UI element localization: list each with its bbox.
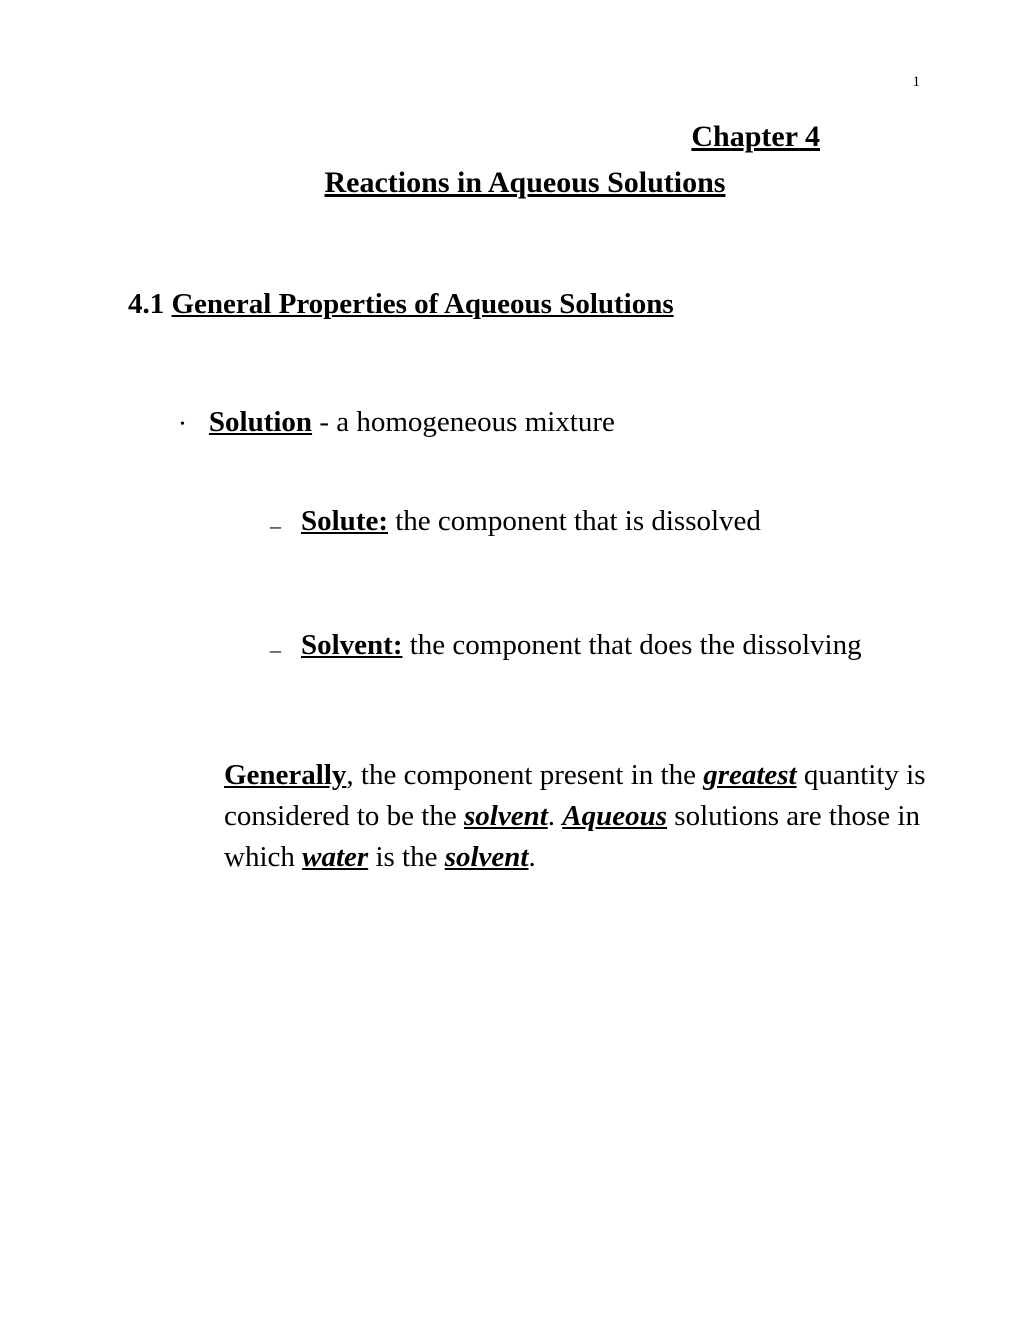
dash-icon: – bbox=[270, 513, 281, 539]
definition-text: the component that does the dissolving bbox=[403, 629, 862, 661]
section-title: General Properties of Aqueous Solutions bbox=[172, 288, 674, 320]
chapter-title: Chapter 4 bbox=[120, 120, 820, 154]
document-subtitle: Reactions in Aqueous Solutions bbox=[120, 166, 930, 200]
term-solute: Solute: bbox=[301, 505, 388, 537]
list-item: – Solute: the component that is dissolve… bbox=[270, 505, 930, 539]
emphasis-text: Aqueous bbox=[562, 800, 667, 832]
term-solvent: Solvent: bbox=[301, 629, 403, 661]
term-solution: Solution bbox=[209, 406, 312, 438]
dash-icon: – bbox=[270, 637, 281, 663]
list-item: • Solution - a homogeneous mixture bbox=[180, 406, 930, 439]
section-number: 4.1 bbox=[128, 288, 164, 320]
definition-text: the component that is dissolved bbox=[388, 505, 761, 537]
emphasis-text: solvent bbox=[445, 841, 529, 873]
emphasis-text: water bbox=[302, 841, 368, 873]
list-item-content: Solution - a homogeneous mixture bbox=[209, 406, 615, 439]
body-text: , the component present in the bbox=[346, 759, 703, 791]
bullet-icon: • bbox=[180, 417, 185, 433]
emphasis-text: Generally bbox=[224, 759, 346, 791]
page-number: 1 bbox=[913, 74, 921, 91]
section-heading: 4.1 General Properties of Aqueous Soluti… bbox=[128, 288, 930, 321]
body-paragraph: Generally, the component present in the … bbox=[224, 755, 930, 879]
definition-text: - a homogeneous mixture bbox=[312, 406, 615, 438]
document-page: 1 Chapter 4 Reactions in Aqueous Solutio… bbox=[0, 0, 1020, 949]
list-item: – Solvent: the component that does the d… bbox=[270, 629, 930, 663]
emphasis-text: greatest bbox=[703, 759, 796, 791]
body-text: . bbox=[529, 841, 536, 873]
list-item-content: Solvent: the component that does the dis… bbox=[301, 629, 862, 662]
list-item-content: Solute: the component that is dissolved bbox=[301, 505, 761, 538]
body-text: . bbox=[548, 800, 563, 832]
emphasis-text: solvent bbox=[464, 800, 548, 832]
body-text: is the bbox=[368, 841, 445, 873]
